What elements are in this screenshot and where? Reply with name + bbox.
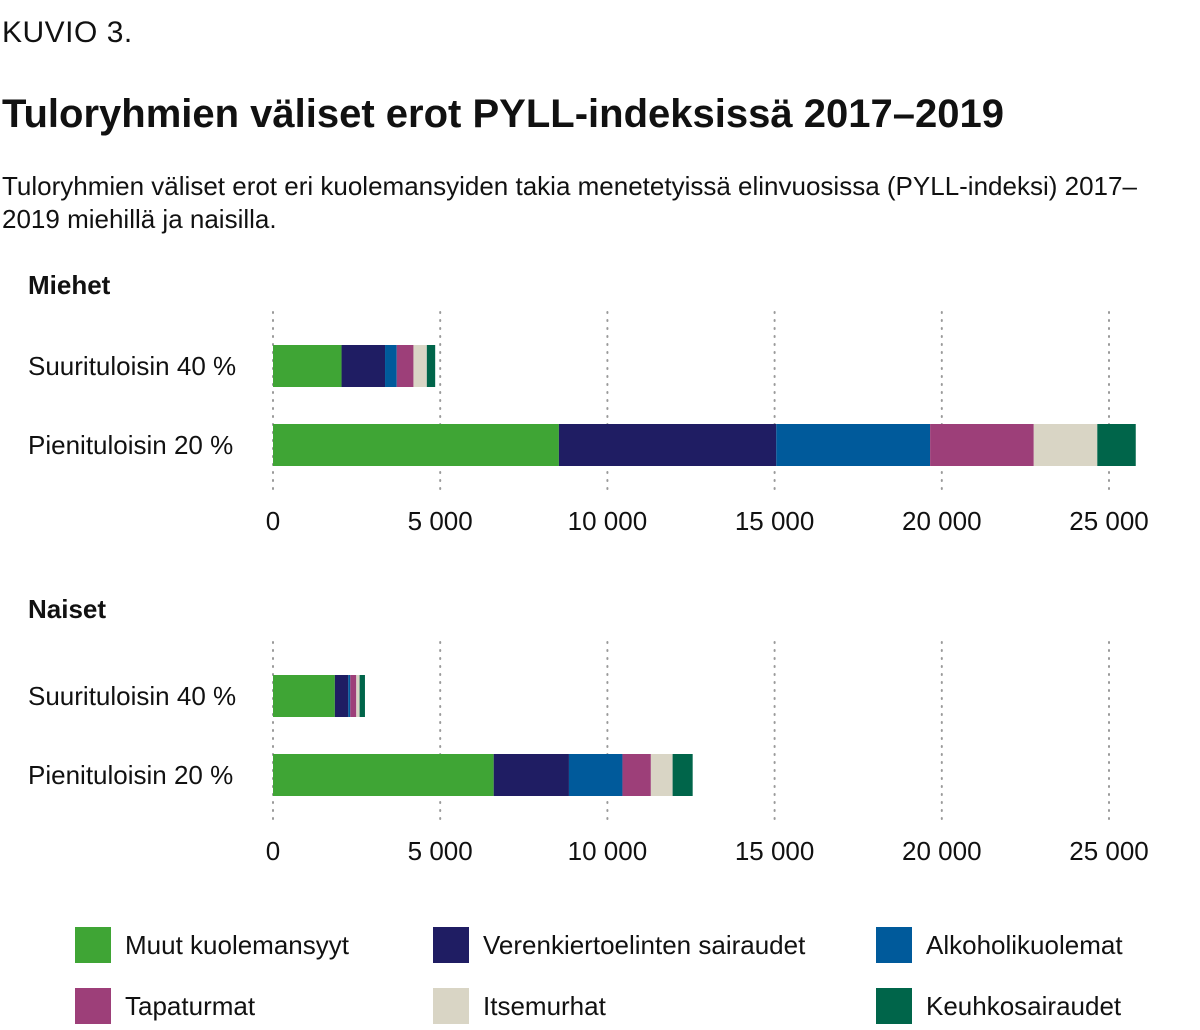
- legend-item-muut-kuolemansyyt: Muut kuolemansyyt: [75, 925, 349, 965]
- legend-label-verenkiertoelinten-sairaudet: Verenkiertoelinten sairaudet: [483, 929, 806, 960]
- x-tick-label: 20 000: [902, 836, 982, 866]
- legend-label-tapaturmat: Tapaturmat: [125, 990, 256, 1021]
- x-tick-label: 10 000: [568, 836, 648, 866]
- bar-segment-itsemurhat: [413, 345, 427, 387]
- category-label: Suurituloisin 40 %: [28, 681, 236, 711]
- bar-segment-alkoholikuolemat: [385, 345, 397, 387]
- x-tick-label: 0: [266, 506, 280, 536]
- legend-item-itsemurhat: Itsemurhat: [433, 986, 606, 1026]
- chart-miehet: 0 5 000 10 000 15 000 20 000 25 000 Suurituloi…: [28, 311, 1149, 536]
- bar-segment-muut-kuolemansyyt: [273, 675, 335, 717]
- legend-swatch-muut-kuolemansyyt: [75, 927, 111, 963]
- bar-segment-keuhkosairaudet: [359, 675, 365, 717]
- bar-segment-muut-kuolemansyyt: [273, 754, 494, 796]
- legend: Muut kuolemansyyt Verenkiertoelinten sai…: [0, 920, 1200, 1030]
- x-tick-label: 15 000: [735, 506, 815, 536]
- legend-swatch-verenkiertoelinten-sairaudet: [433, 927, 469, 963]
- legend-swatch-itsemurhat: [433, 988, 469, 1024]
- x-tick-label: 10 000: [568, 506, 648, 536]
- panel-title-naiset: Naiset: [28, 594, 107, 624]
- bar-segment-itsemurhat: [356, 675, 360, 717]
- legend-item-keuhkosairaudet: Keuhkosairaudet: [876, 986, 1121, 1026]
- category-label: Pienituloisin 20 %: [28, 760, 233, 790]
- bar-segment-itsemurhat: [1033, 424, 1098, 466]
- bar-segment-verenkiertoelinten-sairaudet: [334, 675, 349, 717]
- bar-segment-tapaturmat: [622, 754, 651, 796]
- x-tick-label: 15 000: [735, 836, 815, 866]
- x-tick-label: 20 000: [902, 506, 982, 536]
- bar-segment-muut-kuolemansyyt: [273, 424, 559, 466]
- bar-segment-alkoholikuolemat: [568, 754, 623, 796]
- legend-item-tapaturmat: Tapaturmat: [75, 986, 255, 1026]
- bar-segment-verenkiertoelinten-sairaudet: [341, 345, 386, 387]
- bar-segment-tapaturmat: [350, 675, 357, 717]
- legend-label-keuhkosairaudet: Keuhkosairaudet: [926, 990, 1122, 1021]
- chart-title: Tuloryhmien väliset erot PYLL-indeksissä…: [2, 92, 1004, 136]
- category-label: Suurituloisin 40 %: [28, 351, 236, 381]
- x-tick-label: 5 000: [408, 836, 473, 866]
- x-tick-label: 5 000: [408, 506, 473, 536]
- category-label: Pienituloisin 20 %: [28, 430, 233, 460]
- chart-subtitle: Tuloryhmien väliset erot eri kuolemansyi…: [2, 171, 1137, 234]
- bar-segment-verenkiertoelinten-sairaudet: [558, 424, 777, 466]
- x-tick-label: 0: [266, 836, 280, 866]
- bar-segment-tapaturmat: [396, 345, 414, 387]
- bar-segment-alkoholikuolemat: [348, 675, 351, 717]
- bar-segment-keuhkosairaudet: [1097, 424, 1136, 466]
- x-tick-label: 25 000: [1069, 506, 1149, 536]
- bar-segment-muut-kuolemansyyt: [273, 345, 342, 387]
- legend-label-muut-kuolemansyyt: Muut kuolemansyyt: [125, 929, 349, 960]
- bar-segment-keuhkosairaudet: [426, 345, 436, 387]
- legend-swatch-alkoholikuolemat: [876, 927, 912, 963]
- legend-label-alkoholikuolemat: Alkoholikuolemat: [926, 929, 1123, 960]
- bar-segment-tapaturmat: [930, 424, 1034, 466]
- figure-label: KUVIO 3.: [2, 16, 133, 49]
- legend-item-verenkiertoelinten-sairaudet: Verenkiertoelinten sairaudet: [433, 925, 805, 965]
- bar-segment-alkoholikuolemat: [776, 424, 931, 466]
- bar-segment-verenkiertoelinten-sairaudet: [493, 754, 569, 796]
- x-tick-label: 25 000: [1069, 836, 1149, 866]
- bar-segment-itsemurhat: [650, 754, 673, 796]
- chart-naiset: 0 5 000 10 000 15 000 20 000 25 000 Suurituloi…: [28, 641, 1149, 866]
- panel-title-miehet: Miehet: [28, 270, 111, 300]
- legend-item-alkoholikuolemat: Alkoholikuolemat: [876, 925, 1123, 965]
- legend-label-itsemurhat: Itsemurhat: [483, 990, 606, 1021]
- legend-swatch-tapaturmat: [75, 988, 111, 1024]
- bar-segment-keuhkosairaudet: [672, 754, 693, 796]
- legend-swatch-keuhkosairaudet: [876, 988, 912, 1024]
